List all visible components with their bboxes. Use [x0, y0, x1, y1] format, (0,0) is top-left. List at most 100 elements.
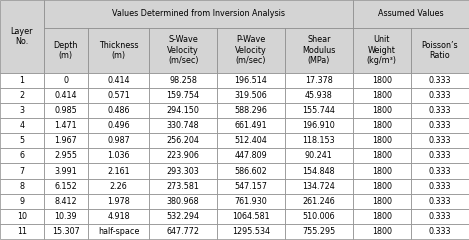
- Bar: [149, 194, 217, 209]
- Text: 1.967: 1.967: [54, 136, 77, 145]
- Text: 1.978: 1.978: [107, 197, 130, 206]
- Text: 118.153: 118.153: [303, 136, 335, 145]
- Text: 447.809: 447.809: [234, 151, 267, 161]
- Bar: [88, 28, 149, 73]
- Text: 196.910: 196.910: [303, 121, 335, 130]
- Text: 2.955: 2.955: [54, 151, 77, 161]
- Bar: [88, 118, 149, 133]
- Bar: [353, 118, 411, 133]
- Text: 0.987: 0.987: [107, 136, 130, 145]
- Text: 1800: 1800: [372, 136, 392, 145]
- Text: 3.991: 3.991: [54, 167, 77, 175]
- Text: 586.602: 586.602: [234, 167, 267, 175]
- Bar: [0, 224, 44, 239]
- Bar: [0, 209, 44, 224]
- Bar: [88, 179, 149, 194]
- Bar: [217, 194, 285, 209]
- Bar: [353, 88, 411, 103]
- Text: 3: 3: [20, 106, 24, 115]
- Bar: [411, 209, 469, 224]
- Text: 755.295: 755.295: [302, 227, 335, 236]
- Bar: [149, 163, 217, 179]
- Text: Shear
Modulus
(MPa): Shear Modulus (MPa): [302, 36, 335, 65]
- Bar: [353, 133, 411, 148]
- Text: 2.26: 2.26: [110, 181, 128, 191]
- Bar: [217, 209, 285, 224]
- Text: 0.333: 0.333: [429, 121, 451, 130]
- Text: 1800: 1800: [372, 76, 392, 85]
- Bar: [149, 73, 217, 88]
- Bar: [0, 0, 44, 73]
- Text: 7: 7: [19, 167, 24, 175]
- Bar: [88, 163, 149, 179]
- Bar: [411, 88, 469, 103]
- Bar: [217, 103, 285, 118]
- Text: 380.968: 380.968: [167, 197, 199, 206]
- Bar: [285, 133, 353, 148]
- Bar: [88, 209, 149, 224]
- Bar: [44, 179, 88, 194]
- Bar: [88, 148, 149, 163]
- Text: 0.333: 0.333: [429, 151, 451, 161]
- Bar: [285, 163, 353, 179]
- Text: 293.303: 293.303: [167, 167, 199, 175]
- Text: P-Wave
Velocity
(m/sec): P-Wave Velocity (m/sec): [235, 36, 267, 65]
- Text: 0.333: 0.333: [429, 227, 451, 236]
- Text: 8: 8: [20, 181, 24, 191]
- Text: Assumed Values: Assumed Values: [378, 9, 444, 18]
- Bar: [285, 148, 353, 163]
- Text: 547.157: 547.157: [234, 181, 267, 191]
- Text: 0.333: 0.333: [429, 212, 451, 221]
- Bar: [285, 209, 353, 224]
- Text: 0.333: 0.333: [429, 181, 451, 191]
- Text: 1800: 1800: [372, 212, 392, 221]
- Bar: [285, 103, 353, 118]
- Bar: [353, 148, 411, 163]
- Bar: [353, 103, 411, 118]
- Bar: [0, 148, 44, 163]
- Bar: [0, 133, 44, 148]
- Text: 159.754: 159.754: [166, 91, 200, 100]
- Text: 273.581: 273.581: [166, 181, 200, 191]
- Text: 761.930: 761.930: [234, 197, 267, 206]
- Text: 0.333: 0.333: [429, 167, 451, 175]
- Bar: [411, 133, 469, 148]
- Bar: [0, 103, 44, 118]
- Bar: [149, 88, 217, 103]
- Bar: [411, 194, 469, 209]
- Text: Thickness
(m): Thickness (m): [99, 41, 138, 60]
- Bar: [149, 28, 217, 73]
- Text: 10: 10: [17, 212, 27, 221]
- Bar: [353, 209, 411, 224]
- Bar: [353, 163, 411, 179]
- Bar: [353, 73, 411, 88]
- Text: 319.506: 319.506: [234, 91, 267, 100]
- Text: 98.258: 98.258: [169, 76, 197, 85]
- Text: 2: 2: [19, 91, 24, 100]
- Text: 1800: 1800: [372, 227, 392, 236]
- Text: 0.333: 0.333: [429, 197, 451, 206]
- Text: 256.204: 256.204: [166, 136, 200, 145]
- Text: 155.744: 155.744: [303, 106, 335, 115]
- Text: 0.333: 0.333: [429, 76, 451, 85]
- Bar: [411, 103, 469, 118]
- Bar: [149, 179, 217, 194]
- Text: 647.772: 647.772: [166, 227, 200, 236]
- Text: 10.39: 10.39: [54, 212, 77, 221]
- Bar: [149, 133, 217, 148]
- Text: 1800: 1800: [372, 197, 392, 206]
- Bar: [88, 88, 149, 103]
- Bar: [411, 224, 469, 239]
- Text: 11: 11: [17, 227, 27, 236]
- Bar: [353, 0, 469, 28]
- Bar: [44, 88, 88, 103]
- Bar: [44, 224, 88, 239]
- Text: 4: 4: [20, 121, 24, 130]
- Text: 0.486: 0.486: [107, 106, 130, 115]
- Bar: [285, 179, 353, 194]
- Bar: [285, 194, 353, 209]
- Bar: [149, 209, 217, 224]
- Text: Poisson’s
Ratio: Poisson’s Ratio: [422, 41, 458, 60]
- Bar: [217, 179, 285, 194]
- Text: Layer
No.: Layer No.: [11, 27, 33, 46]
